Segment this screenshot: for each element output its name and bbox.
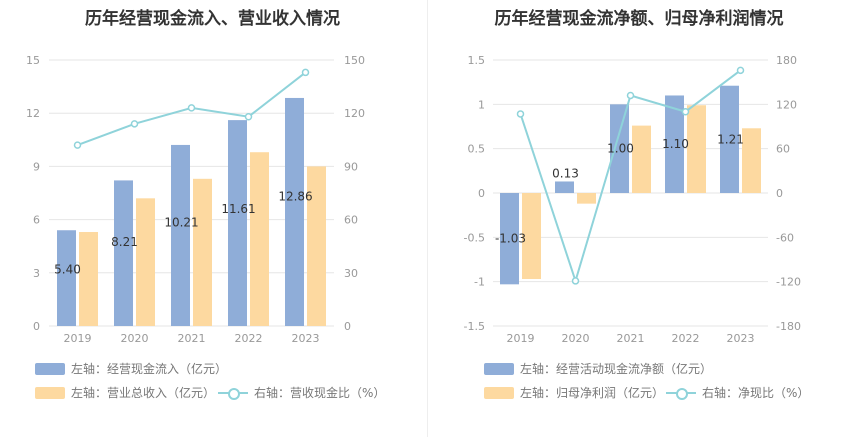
legend-label: 右轴：净现比（%）: [702, 386, 810, 400]
left-chart-title: 历年经营现金流入、营业收入情况: [85, 9, 340, 29]
y-left-tick-label: -1: [474, 276, 485, 289]
y-right-tick-label: 120: [344, 107, 365, 120]
bar-primary: [171, 144, 190, 326]
bar-data-label: 0.13: [552, 166, 579, 180]
bar-secondary: [687, 105, 706, 193]
bar-data-label: 1.10: [662, 137, 689, 151]
bar-primary: [114, 180, 133, 326]
legend-right-1[interactable]: 左轴：经营活动现金流净额（亿元）: [484, 360, 712, 377]
legend-label: 左轴：经营现金流入（亿元）: [71, 362, 228, 376]
y-right-tick-label: 60: [344, 214, 358, 227]
y-right-tick-label: 180: [776, 54, 797, 67]
bar-secondary: [250, 152, 269, 326]
ratio-point: [187, 104, 196, 112]
y-left-tick-label: 0: [478, 187, 485, 200]
ratio-point: [130, 120, 139, 128]
legend-left-3[interactable]: 右轴：营收现金比（%）: [218, 384, 385, 401]
x-tick-label: 2020: [121, 332, 149, 345]
y-left-tick-label: 0.5: [468, 143, 486, 156]
y-right-tick-label: -180: [776, 320, 801, 333]
y-right-tick-label: 0: [776, 187, 783, 200]
x-tick-label: 2021: [178, 332, 206, 345]
bar-primary: [228, 120, 247, 326]
y-left-tick-label: 1: [478, 98, 485, 111]
x-tick-label: 2023: [292, 332, 320, 345]
bar-data-label: 5.40: [54, 262, 81, 276]
bar-data-label: -1.03: [495, 232, 526, 246]
bar-secondary: [307, 166, 326, 326]
x-tick-label: 2019: [64, 332, 92, 345]
y-left-tick-label: 15: [26, 54, 40, 67]
bar-primary: [555, 181, 574, 193]
y-right-tick-label: 30: [344, 267, 358, 280]
bar-primary: [57, 230, 76, 326]
x-tick-label: 2019: [507, 332, 535, 345]
bar-secondary: [577, 193, 596, 204]
ratio-point: [571, 277, 580, 285]
bar-secondary: [193, 178, 212, 326]
y-right-tick-label: 120: [776, 98, 797, 111]
legend-label: 右轴：营收现金比（%）: [254, 386, 386, 400]
legend-swatch-line: [666, 387, 696, 400]
y-right-tick-label: 0: [344, 320, 351, 333]
y-left-tick-label: -0.5: [464, 231, 485, 244]
bar-data-label: 11.61: [221, 202, 255, 216]
bar-data-label: 1.21: [717, 132, 744, 146]
bar-primary: [285, 97, 304, 326]
legend-label: 左轴：经营活动现金流净额（亿元）: [520, 362, 713, 376]
y-left-tick-label: 9: [33, 160, 40, 173]
legend-right-3[interactable]: 右轴：净现比（%）: [666, 384, 809, 401]
ratio-point: [301, 68, 310, 77]
x-tick-label: 2022: [235, 332, 263, 345]
legend-label: 左轴：营业总收入（亿元）: [71, 386, 216, 400]
y-right-tick-label: 90: [344, 160, 358, 173]
bar-data-label: 10.21: [164, 215, 198, 229]
bar-primary: [610, 104, 629, 193]
y-right-tick-label: -60: [776, 231, 794, 244]
legend-right-2[interactable]: 左轴：归母净利润（亿元）: [484, 384, 664, 401]
panel-divider: [427, 0, 428, 437]
bar-data-label: 8.21: [111, 235, 138, 249]
bar-primary: [720, 85, 739, 193]
y-left-tick-label: 6: [33, 214, 40, 227]
legend-swatch-line: [218, 387, 248, 400]
bar-data-label: 1.00: [607, 142, 634, 156]
y-left-tick-label: 0: [33, 320, 40, 333]
legend-left-1[interactable]: 左轴：经营现金流入（亿元）: [35, 360, 227, 377]
ratio-point: [736, 66, 745, 75]
y-left-tick-label: 1.5: [468, 54, 486, 67]
y-right-tick-label: 150: [344, 54, 365, 67]
bar-secondary: [79, 232, 98, 326]
y-left-tick-label: 12: [26, 107, 40, 120]
legend-label: 左轴：归母净利润（亿元）: [520, 386, 665, 400]
y-right-tick-label: -120: [776, 276, 801, 289]
bar-secondary: [742, 128, 761, 193]
legend-swatch-bar-orange: [35, 386, 65, 399]
right-chart-title: 历年经营现金流净额、归母净利润情况: [494, 9, 784, 29]
x-tick-label: 2020: [562, 332, 590, 345]
y-right-tick-label: 60: [776, 143, 790, 156]
y-left-tick-label: 3: [33, 267, 40, 280]
bar-secondary: [632, 125, 651, 193]
x-tick-label: 2022: [672, 332, 700, 345]
ratio-point: [681, 107, 690, 116]
legend-swatch-bar-blue: [35, 362, 65, 375]
ratio-point: [244, 112, 253, 121]
bar-data-label: 12.86: [278, 190, 312, 204]
x-tick-label: 2021: [617, 332, 645, 345]
legend-swatch-bar-orange: [484, 386, 514, 399]
x-tick-label: 2023: [727, 332, 755, 345]
legend-swatch-bar-blue: [484, 362, 514, 375]
bar-secondary: [522, 193, 541, 280]
ratio-point: [626, 91, 635, 100]
legend-left-2[interactable]: 左轴：营业总收入（亿元）: [35, 384, 215, 401]
bar-primary: [665, 95, 684, 193]
bar-primary: [500, 193, 519, 285]
bar-secondary: [136, 198, 155, 326]
ratio-point: [516, 110, 525, 118]
y-left-tick-label: -1.5: [464, 320, 485, 333]
ratio-point: [73, 141, 82, 149]
